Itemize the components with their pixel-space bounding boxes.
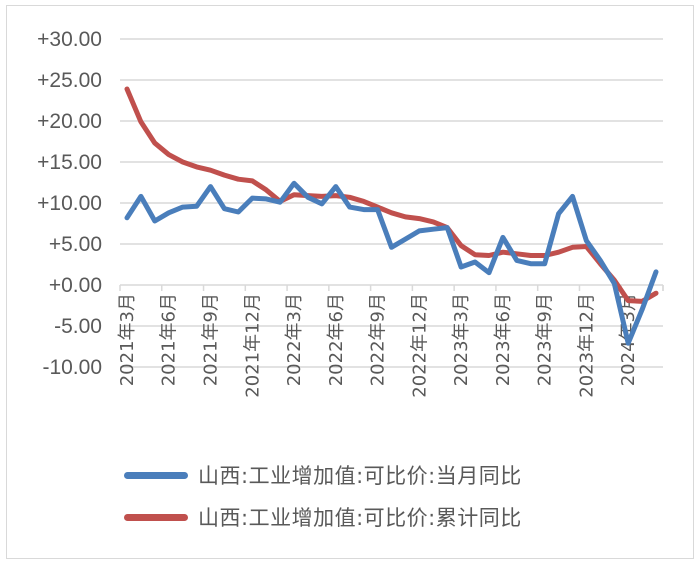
x-axis: 2021年3月 2021年6月 2021年9月 2021年12月 2022年3月 2022… <box>117 285 664 398</box>
y-tick-label: +5.00 <box>49 233 102 256</box>
legend-swatch-red-line-icon <box>124 513 188 521</box>
y-tick-label: -5.00 <box>54 315 102 338</box>
x-tick-label: 2021年12月 <box>242 293 263 398</box>
series-line <box>124 180 659 346</box>
x-tick-label: 2022年9月 <box>368 293 389 386</box>
x-tick-label: 2021年9月 <box>201 293 222 386</box>
legend-item-monthly-yoy: 山西:工业增加值:可比价:当月同比 <box>120 455 660 495</box>
x-tick-label: 2022年12月 <box>409 293 430 398</box>
legend-item-cumulative-yoy: 山西:工业增加值:可比价:累计同比 <box>120 497 660 537</box>
x-tick-label: 2022年3月 <box>284 293 305 386</box>
legend-swatch-blue-line-icon <box>124 471 188 479</box>
y-tick-label: +10.00 <box>37 192 102 215</box>
y-axis-labels: +30.00 +25.00 +20.00 +15.00 +10.00 +5.00 +0.00… <box>37 28 102 379</box>
y-tick-label: -10.00 <box>42 356 102 379</box>
x-tick-label: 2023年9月 <box>535 293 556 386</box>
y-tick-label: +20.00 <box>37 110 102 133</box>
y-tick-label: +15.00 <box>37 151 102 174</box>
legend-label: 山西:工业增加值:可比价:当月同比 <box>198 464 522 488</box>
series-line <box>124 86 659 304</box>
x-tick-label: 2021年6月 <box>159 293 180 386</box>
legend-label: 山西:工业增加值:可比价:累计同比 <box>198 506 522 530</box>
y-tick-label: +0.00 <box>49 274 102 297</box>
series-lines <box>124 86 659 346</box>
y-tick-label: +25.00 <box>37 69 102 92</box>
x-tick-label: 2022年6月 <box>326 293 347 386</box>
x-tick-label: 2021年3月 <box>117 293 138 386</box>
chart-frame <box>6 5 694 559</box>
y-tick-label: +30.00 <box>37 28 102 51</box>
x-tick-label: 2023年3月 <box>451 293 472 386</box>
x-tick-label: 2023年6月 <box>493 293 514 386</box>
x-tick-label: 2023年12月 <box>576 293 597 398</box>
